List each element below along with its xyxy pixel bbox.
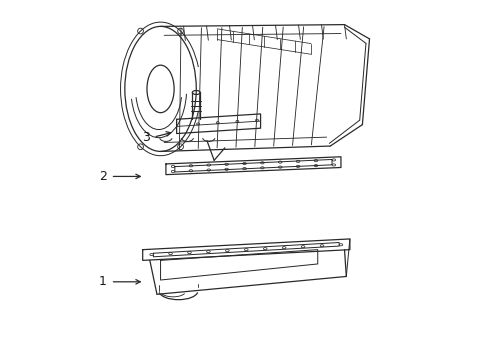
Text: 1: 1 <box>99 275 107 288</box>
Text: 3: 3 <box>142 131 149 144</box>
Text: 2: 2 <box>99 170 107 183</box>
